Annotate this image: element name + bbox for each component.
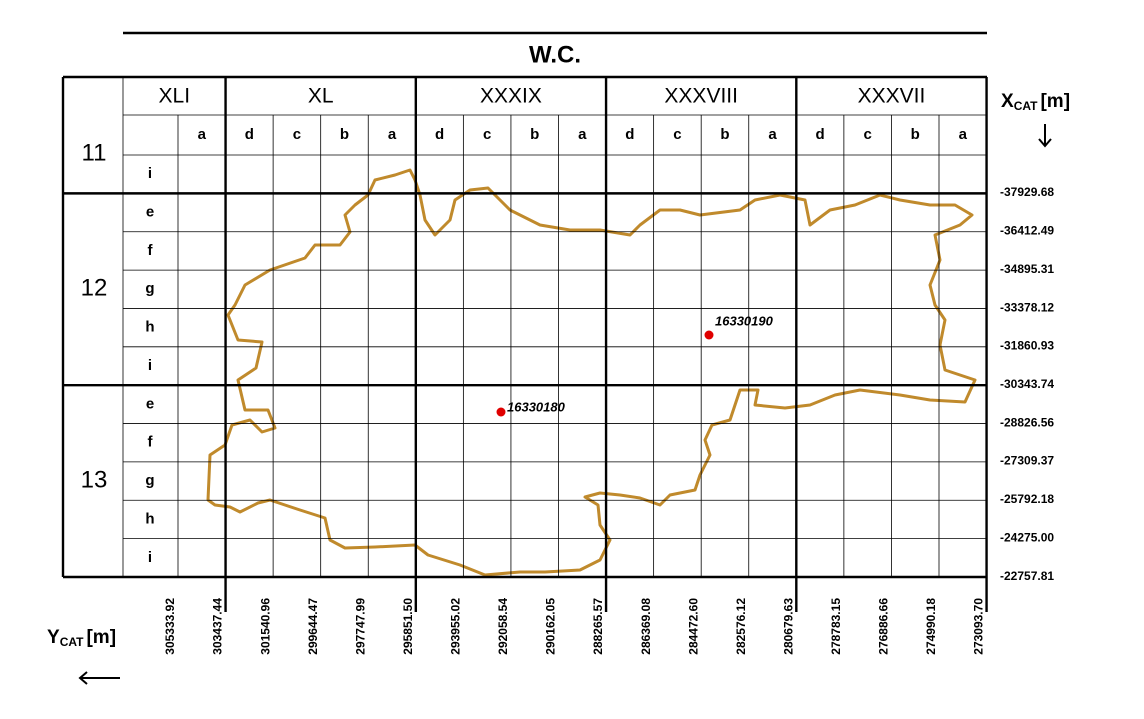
column-group-label: XLI (159, 85, 191, 108)
x-tick-label: -24275.00 (1000, 530, 1054, 544)
column-group-label: XXXVII (858, 85, 926, 108)
y-tick-label: 273093.70 (972, 598, 986, 655)
axis-subscript: CAT (1014, 99, 1038, 113)
y-axis-title: YCAT [m] (47, 627, 116, 649)
column-letter: b (720, 126, 729, 143)
column-letter: d (625, 126, 634, 143)
column-letter: d (245, 126, 254, 143)
column-letter: d (816, 126, 825, 143)
axis-unit: [m] (86, 627, 116, 648)
boundary (206, 168, 977, 577)
row-letter: i (148, 549, 152, 566)
point-label: 16330180 (507, 399, 566, 414)
row-letter: e (146, 204, 154, 221)
row-letter: f (148, 242, 154, 259)
row-letter: h (145, 319, 154, 336)
column-group-label: XXXVIII (664, 85, 738, 108)
axis-unit: [m] (1040, 91, 1070, 112)
x-tick-label: -30343.74 (1000, 377, 1054, 391)
row-letter: e (146, 395, 154, 412)
axis-symbol: X (1001, 91, 1014, 112)
y-tick-label: 278783.15 (829, 598, 843, 655)
axis-symbol: Y (47, 627, 60, 648)
column-letter: c (483, 126, 491, 143)
y-tick-label: 297747.99 (353, 598, 367, 655)
y-tick-label: 282576.12 (734, 598, 748, 655)
x-tick-label: -31860.93 (1000, 339, 1054, 353)
row-letter: g (145, 472, 154, 489)
column-letter: b (340, 126, 349, 143)
row-letter: f (148, 434, 154, 451)
x-tick-label: -28826.56 (1000, 415, 1054, 429)
column-letter: b (530, 126, 539, 143)
column-letter: a (959, 126, 968, 143)
y-tick-label: 305333.92 (163, 598, 177, 655)
x-tick-label: -37929.68 (1000, 185, 1054, 199)
point-label: 16330190 (715, 313, 774, 328)
point (704, 330, 714, 340)
y-tick-label: 284472.60 (686, 598, 700, 655)
x-tick-label: -36412.49 (1000, 224, 1054, 238)
column-letter: a (578, 126, 587, 143)
y-tick-label: 299644.47 (306, 598, 320, 655)
y-tick-label: 301540.96 (258, 598, 272, 655)
column-letter: c (673, 126, 681, 143)
y-tick-label: 276886.66 (877, 598, 891, 655)
y-tick-label: 303437.44 (211, 598, 225, 655)
y-tick-label: 292058.54 (496, 598, 510, 655)
column-letter: a (198, 126, 207, 143)
column-letter: d (435, 126, 444, 143)
x-tick-label: -27309.37 (1000, 454, 1054, 468)
y-arrow (78, 671, 120, 685)
axis-subscript: CAT (60, 635, 84, 649)
x-arrow (1038, 124, 1052, 148)
row-letter: i (148, 357, 152, 374)
row-group-label: 12 (81, 275, 108, 302)
row-group-label: 13 (81, 466, 108, 493)
column-group-label: XXXIX (480, 85, 542, 108)
y-tick-label: 286369.08 (639, 598, 653, 655)
y-tick-label: 288265.57 (591, 598, 605, 655)
column-group-label: XL (308, 85, 334, 108)
row-group-label: 11 (82, 140, 107, 167)
row-letter: g (145, 280, 154, 297)
x-tick-label: -22757.81 (1000, 569, 1054, 583)
y-tick-label: 293955.02 (449, 598, 463, 655)
y-tick-label: 290162.05 (544, 598, 558, 655)
y-tick-label: 274990.18 (924, 598, 938, 655)
row-letter: h (145, 510, 154, 527)
column-letter: a (388, 126, 397, 143)
point (496, 407, 506, 417)
x-tick-label: -33378.12 (1000, 300, 1054, 314)
y-tick-label: 280679.63 (781, 598, 795, 655)
column-letter: c (863, 126, 871, 143)
x-tick-label: -34895.31 (1000, 262, 1054, 276)
x-axis-title: XCAT [m] (1001, 91, 1070, 113)
column-letter: b (911, 126, 920, 143)
row-letter: i (148, 165, 152, 182)
y-tick-label: 295851.50 (401, 598, 415, 655)
column-letter: a (768, 126, 777, 143)
x-tick-label: -25792.18 (1000, 492, 1054, 506)
column-letter: c (293, 126, 301, 143)
map-title: W.C. (529, 41, 581, 68)
